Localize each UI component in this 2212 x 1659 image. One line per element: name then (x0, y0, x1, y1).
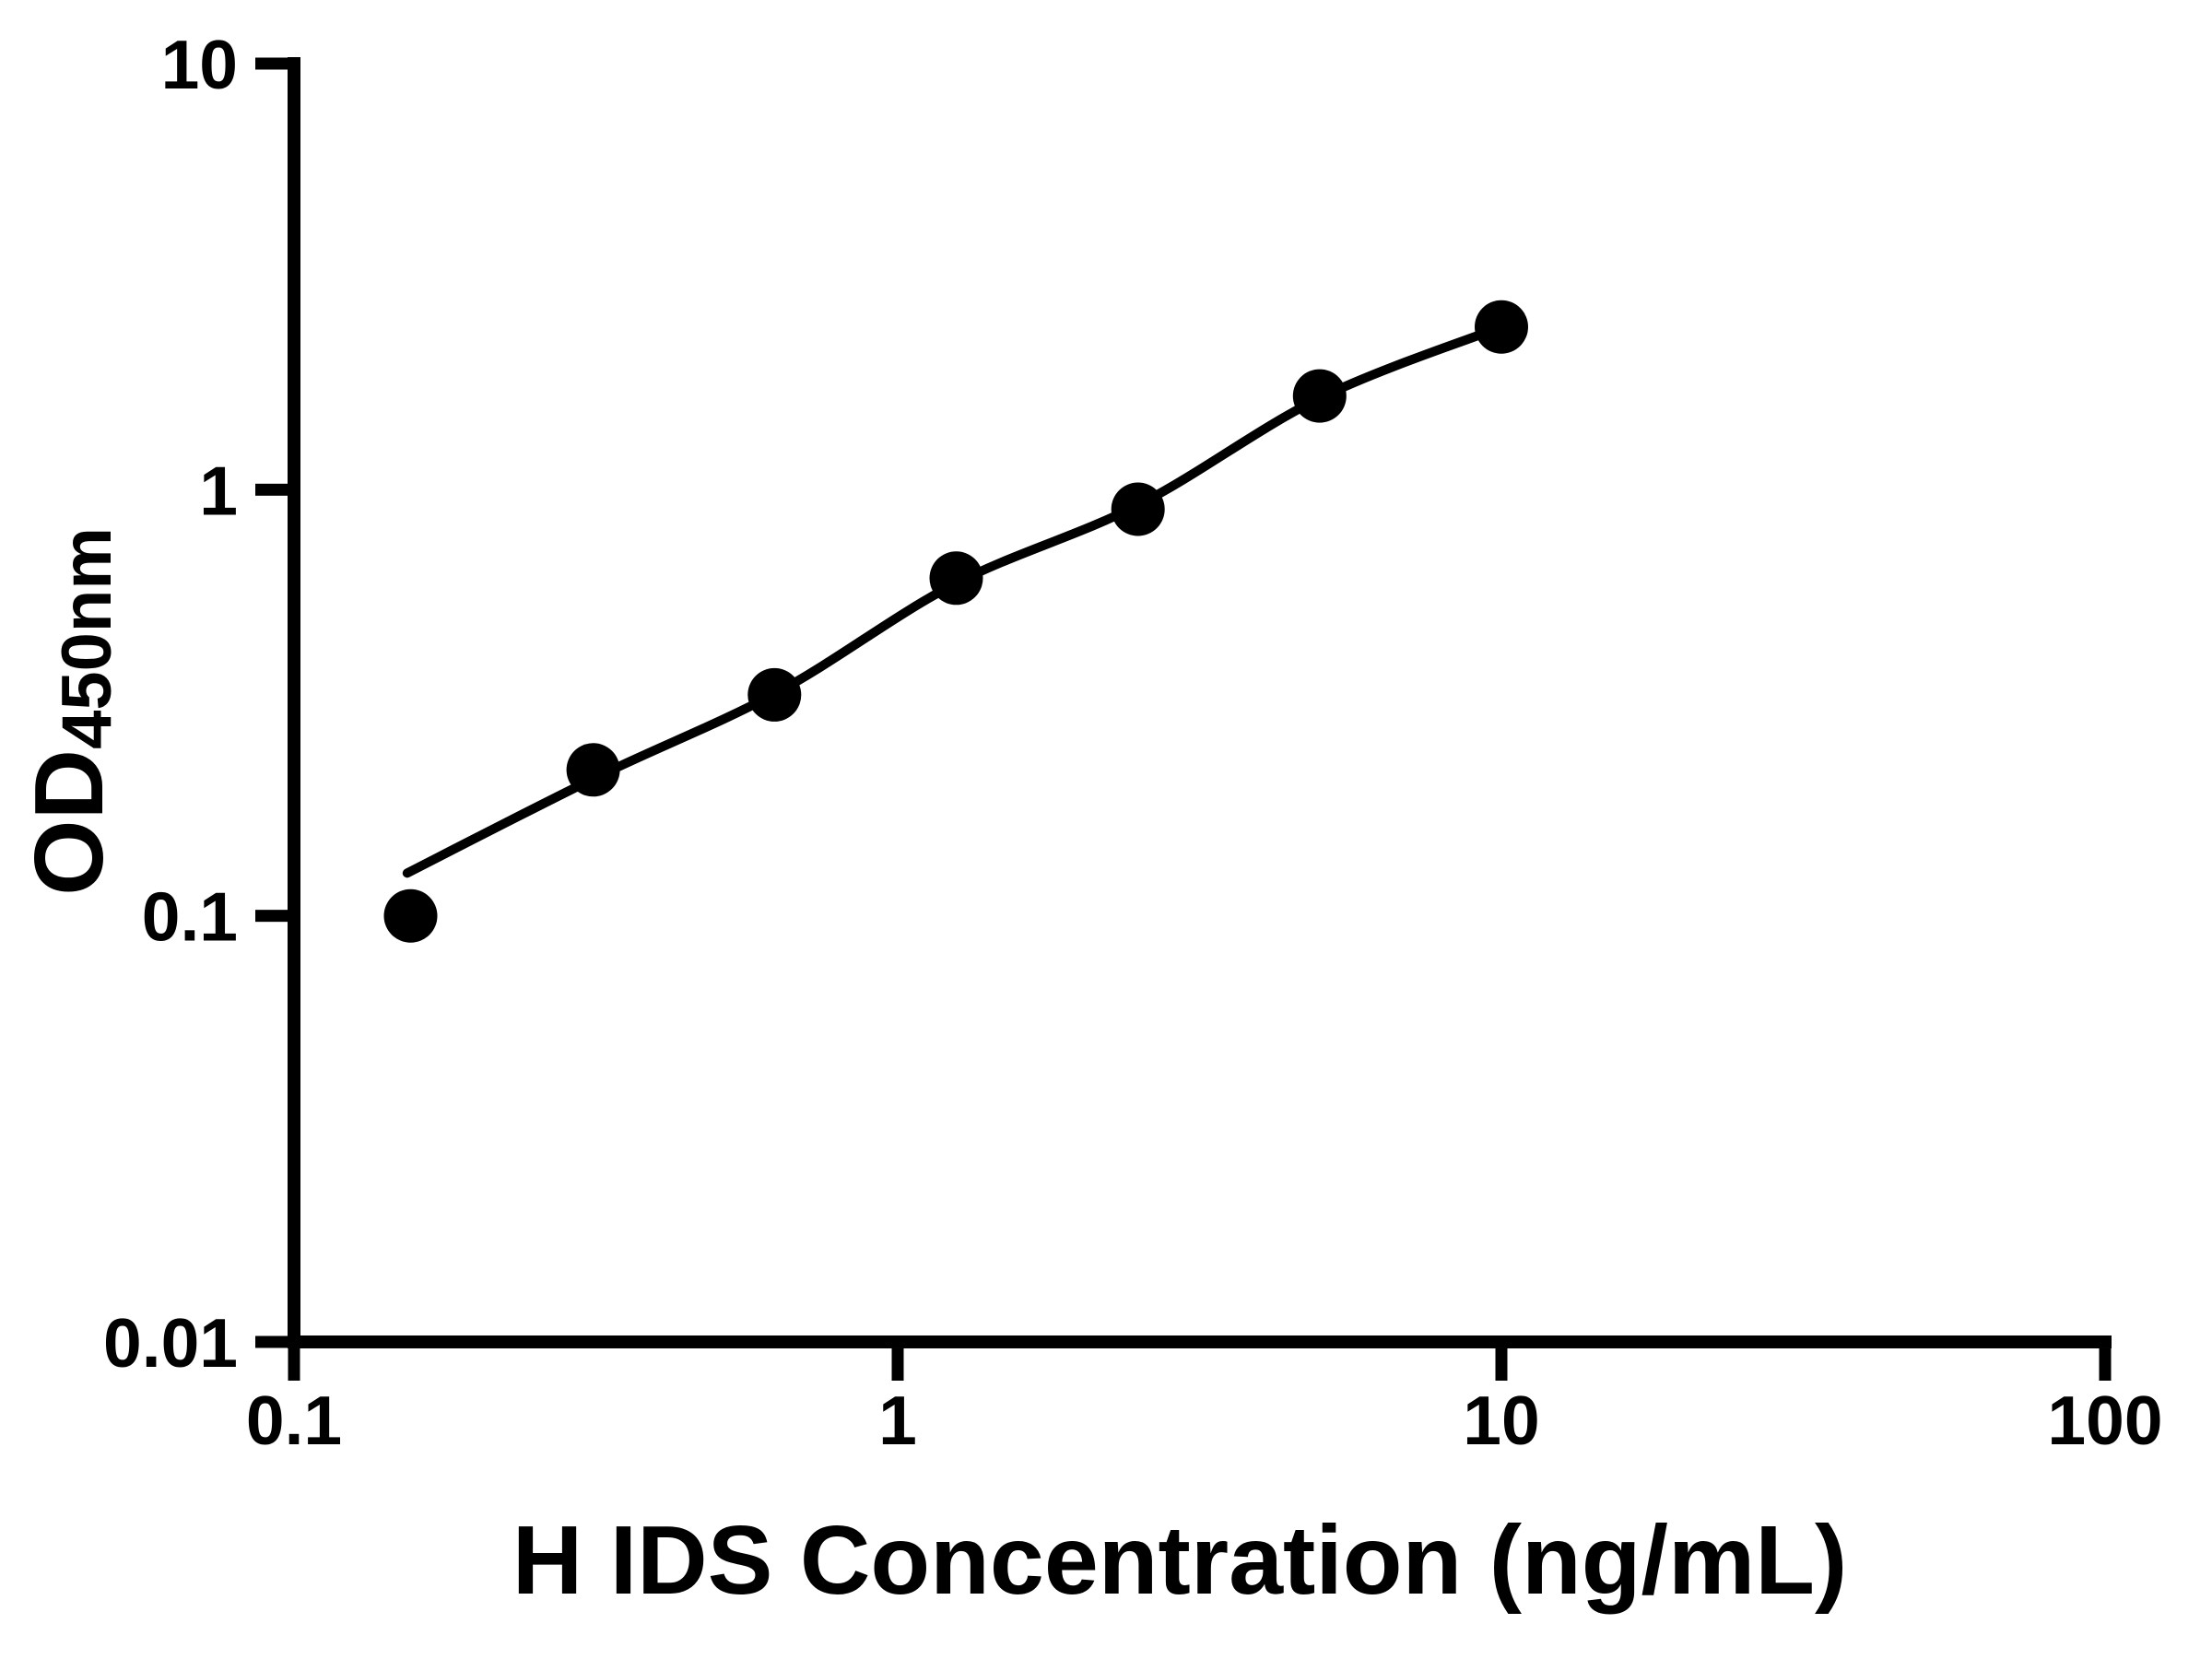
y-tick-mark (255, 483, 288, 496)
y-tick-mark (255, 910, 288, 923)
x-tick-mark (1495, 1347, 1508, 1381)
x-axis-title: H IDS Concentration (ng/mL) (512, 1506, 1848, 1615)
data-point-marker (1475, 300, 1528, 354)
y-tick-mark (255, 1335, 288, 1348)
y-tick-label: 0.1 (142, 878, 238, 956)
data-point-marker (747, 667, 802, 722)
y-tick-label: 0.01 (103, 1304, 238, 1382)
x-tick-mark (288, 1347, 300, 1381)
x-tick-label: 0.1 (246, 1382, 342, 1459)
data-point-marker (1111, 482, 1165, 536)
x-tick-label: 10 (1463, 1382, 1539, 1459)
y-tick-label: 10 (161, 26, 238, 103)
x-tick-label: 1 (878, 1382, 917, 1459)
data-point-marker (566, 743, 620, 797)
data-point-marker (383, 888, 438, 943)
x-tick-mark (891, 1347, 904, 1381)
y-axis-spine (288, 57, 300, 1348)
x-axis-spine (288, 1335, 2112, 1348)
y-axis-title-subscript: 450nm (48, 527, 126, 749)
y-tick-mark (255, 57, 288, 70)
x-tick-mark (2099, 1347, 2112, 1381)
data-point-marker (1292, 369, 1347, 423)
y-axis-title: OD450nm (15, 527, 126, 896)
data-point-marker (929, 551, 983, 606)
y-axis-title-main: OD (15, 748, 124, 896)
y-tick-label: 1 (199, 452, 238, 529)
x-tick-label: 100 (2047, 1382, 2162, 1459)
